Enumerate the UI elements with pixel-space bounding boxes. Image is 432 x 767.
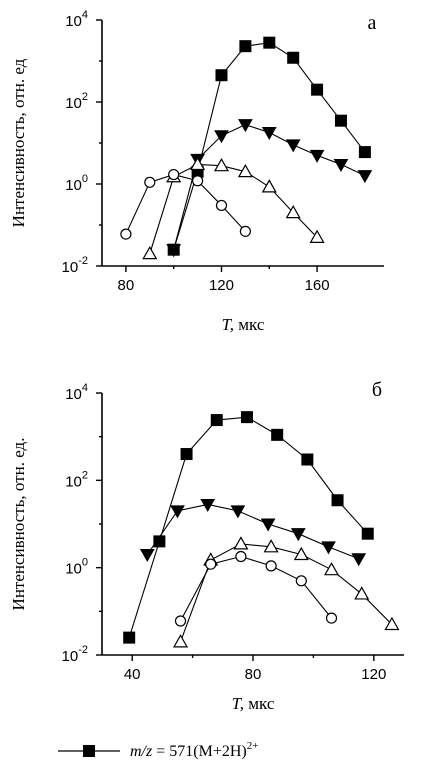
y-tick-label: 100 <box>65 173 88 194</box>
y-tick-label: 104 <box>65 382 88 403</box>
data-point <box>153 535 166 548</box>
data-point <box>351 553 367 567</box>
data-point <box>354 586 370 600</box>
data-point <box>240 411 253 424</box>
data-point <box>331 494 344 507</box>
y-tick-label: 10-2 <box>62 644 88 665</box>
data-point <box>333 158 349 172</box>
data-point <box>230 505 246 519</box>
series-circle-open <box>120 168 251 240</box>
data-point <box>168 168 180 181</box>
y-axis-label: Интенсивность, отн. ед. <box>9 438 28 611</box>
x-tick-label: 40 <box>124 666 141 683</box>
panel-label: б <box>372 379 382 401</box>
data-point <box>174 615 187 627</box>
series-line <box>128 416 369 638</box>
series-line <box>125 173 246 235</box>
x-tick-label: 160 <box>305 277 330 294</box>
data-point <box>237 163 253 178</box>
data-point <box>309 229 325 243</box>
data-point <box>123 631 136 644</box>
data-point <box>261 127 277 141</box>
data-point <box>295 575 307 587</box>
data-point <box>263 36 276 49</box>
data-point <box>172 634 189 648</box>
y-tick-label: 102 <box>65 91 88 112</box>
data-point <box>287 51 300 64</box>
y-tick-label: 102 <box>65 469 88 490</box>
x-tick-label: 120 <box>209 277 234 294</box>
series-square <box>167 36 371 256</box>
data-point <box>180 448 193 461</box>
data-point <box>200 498 216 512</box>
data-point <box>334 114 347 127</box>
x-tick-label: 120 <box>361 666 386 683</box>
series-line <box>180 543 393 643</box>
series-tri-down <box>166 119 373 258</box>
data-point <box>239 225 251 237</box>
data-point <box>293 546 309 561</box>
data-point <box>285 204 301 219</box>
data-point <box>323 561 340 576</box>
data-point <box>139 549 155 563</box>
y-tick-label: 10-2 <box>62 255 88 276</box>
data-point <box>210 414 223 427</box>
data-point <box>261 179 277 193</box>
data-point <box>215 199 228 212</box>
x-axis-label: T, мкс <box>222 315 265 334</box>
data-point <box>238 119 253 133</box>
data-point <box>190 156 206 171</box>
x-axis-label: T, мкс <box>232 694 275 713</box>
x-tick-label: 80 <box>245 666 262 683</box>
legend: m/z = 571(M+2H)2+ <box>58 740 258 760</box>
data-point <box>233 536 249 550</box>
y-axis-label: Интенсивность, отн. ед <box>9 58 28 227</box>
data-point <box>384 616 400 631</box>
data-point <box>321 541 336 555</box>
data-point <box>213 157 230 172</box>
data-point <box>263 539 279 553</box>
data-point <box>235 550 247 563</box>
data-point <box>170 505 185 519</box>
series-circle-open <box>174 550 338 627</box>
legend-marker <box>83 745 95 757</box>
data-point <box>142 245 158 260</box>
data-point <box>301 453 314 466</box>
y-tick-label: 104 <box>65 9 88 30</box>
data-point <box>191 175 204 187</box>
data-point <box>215 69 228 82</box>
data-point <box>290 528 306 542</box>
data-point <box>361 527 374 540</box>
series-line <box>173 42 366 250</box>
y-tick-label: 100 <box>65 557 88 578</box>
data-point <box>309 149 325 163</box>
data-point <box>357 170 373 184</box>
data-point <box>239 40 252 53</box>
data-point <box>325 612 338 624</box>
data-point <box>205 558 217 570</box>
series-line <box>180 555 332 622</box>
data-point <box>120 228 132 240</box>
data-point <box>144 176 156 188</box>
legend-label: m/z = 571(M+2H)2+ <box>130 740 258 760</box>
data-point <box>311 83 324 96</box>
data-point <box>271 428 284 441</box>
data-point <box>358 146 371 159</box>
chart-panel-b: 40 80 120 10-2 100 102 104 Интенсивность, отн. … <box>9 379 404 713</box>
series-tri-down <box>139 498 367 567</box>
data-point <box>285 139 301 153</box>
data-point <box>260 518 276 532</box>
data-point <box>214 130 229 144</box>
chart-panel-a: 80 120 160 10-2 100 102 104 Интенсивность, отн.… <box>9 9 384 334</box>
x-tick-label: 80 <box>118 277 135 294</box>
panel-label: а <box>368 12 377 34</box>
data-point <box>265 560 277 572</box>
data-point <box>166 244 182 258</box>
series-square <box>123 411 374 644</box>
